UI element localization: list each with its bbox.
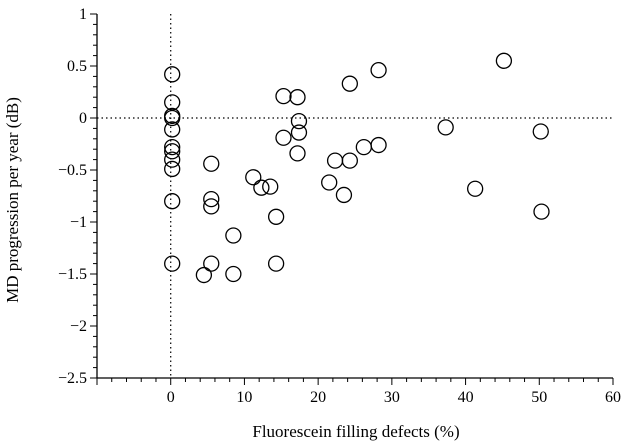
x-tick-label: 10 [236,389,252,406]
data-point [164,66,181,83]
data-point [203,155,220,172]
data-points [164,52,550,284]
data-point [533,203,550,220]
data-point [253,179,270,196]
y-tick-label: −2 [70,318,87,335]
data-point [437,119,454,136]
data-point [321,174,338,191]
data-point [335,186,353,204]
y-axis-label: MD progression per year (dB) [3,97,22,303]
x-axis-label: Fluorescein filling defects (%) [252,422,459,441]
data-point [262,178,279,195]
data-point [164,255,181,272]
data-point [164,160,181,178]
data-point [326,152,344,169]
y-tick-label: −1.5 [58,266,87,283]
x-tick-label: 20 [310,389,326,406]
x-axis-ticks: 0 10 20 30 40 50 60 [96,378,621,406]
data-point [532,123,549,140]
y-tick-label: 0.5 [67,58,87,75]
data-point [164,193,181,210]
data-point [164,94,181,111]
x-tick-label: 40 [458,389,474,406]
data-point [341,152,358,169]
y-tick-label: 1 [79,6,87,23]
data-point [495,52,513,69]
data-point [164,143,181,160]
data-point [267,208,285,225]
data-point [275,129,292,146]
data-point [245,169,262,186]
data-point [225,265,242,283]
y-tick-label: −2.5 [58,370,87,387]
data-point [164,138,181,156]
x-tick-label: 30 [384,389,400,406]
data-point [290,124,308,141]
reference-lines [97,14,613,378]
y-tick-label: −0.5 [58,162,87,179]
x-tick-label: 50 [531,389,547,406]
data-point [203,198,220,215]
data-point [370,62,387,79]
x-tick-label: 0 [167,389,175,406]
y-tick-label: 0 [79,110,87,127]
data-point [290,112,308,130]
data-point [225,227,242,244]
x-tick-label: 60 [605,389,621,406]
data-point [164,151,181,168]
data-point [355,138,372,156]
data-point [267,255,285,272]
data-point [275,88,292,105]
y-axis-ticks: −2.5 −2 −1.5 −1 −0.5 0 0.5 1 [58,6,97,387]
data-point [289,89,306,106]
data-point [164,121,181,138]
data-point [341,75,358,92]
y-tick-label: −1 [70,214,87,231]
data-point [467,180,484,197]
data-point [203,255,220,272]
data-point [164,109,181,127]
data-point [289,145,306,162]
axes-frame [96,14,613,379]
data-point [195,266,213,284]
data-point [370,136,387,154]
data-point [203,190,220,208]
